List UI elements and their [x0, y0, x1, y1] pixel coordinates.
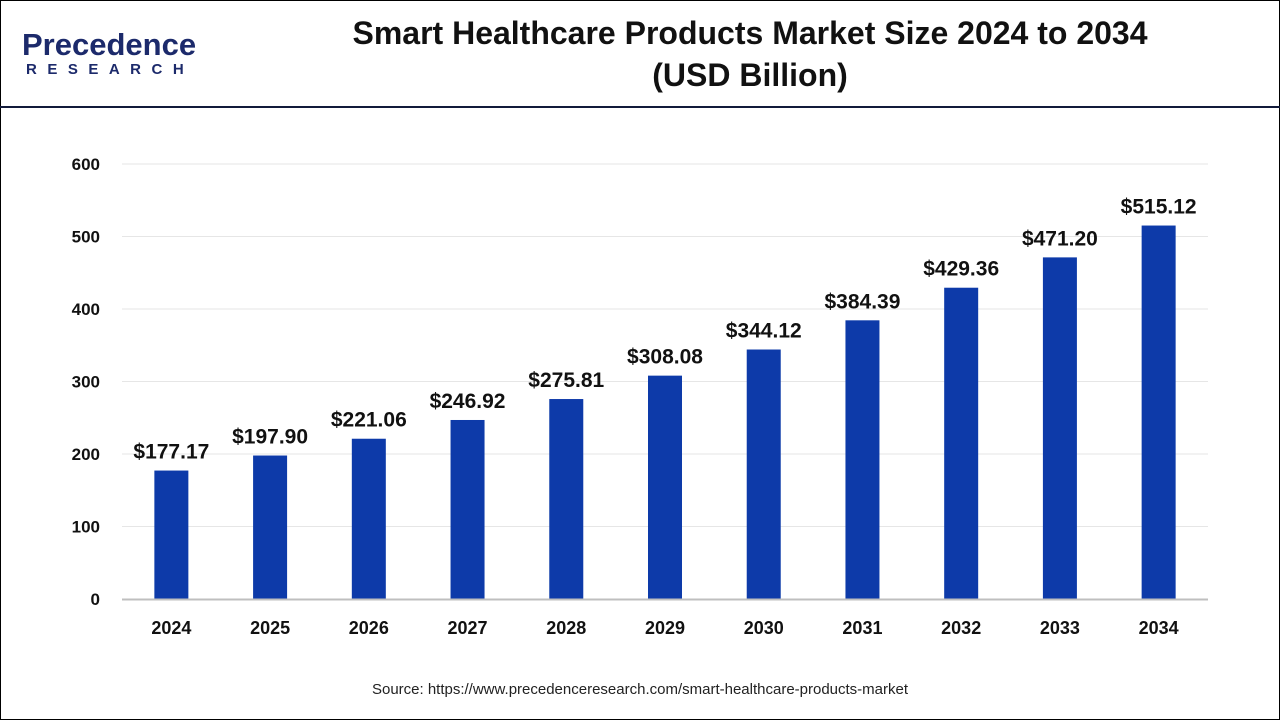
logo-line1: Precedence [22, 27, 197, 62]
bar-2030 [746, 349, 781, 599]
x-tick-label: 2026 [349, 618, 389, 638]
data-label-2029: $308.08 [627, 346, 703, 369]
source-note: Source: https://www.precedenceresearch.c… [371, 681, 909, 698]
logo-line2: RESEARCH [26, 61, 195, 78]
data-label-2025: $197.90 [232, 426, 308, 449]
bar-2025 [253, 455, 288, 599]
data-label-2034: $515.12 [1121, 196, 1197, 219]
x-tick-label: 2028 [546, 618, 586, 638]
data-label-2026: $221.06 [331, 409, 407, 432]
precedence-research-logo: Precedence RESEARCH [22, 28, 212, 83]
y-tick-label: 300 [72, 373, 100, 392]
x-tick-label: 2034 [1139, 618, 1179, 638]
bar-2031 [845, 320, 880, 599]
bar-2029 [648, 375, 682, 599]
x-tick-label: 2030 [744, 618, 784, 638]
title-line2: (USD Billion) [652, 57, 848, 93]
y-tick-label: 400 [72, 300, 100, 319]
data-label-2024: $177.17 [133, 441, 209, 464]
bar-2032 [944, 287, 979, 599]
bar-2024 [154, 470, 189, 599]
y-tick-label: 200 [72, 445, 100, 464]
data-label-2032: $429.36 [923, 258, 999, 281]
x-tick-label: 2032 [941, 618, 981, 638]
y-tick-label: 600 [72, 155, 100, 174]
header-divider [0, 106, 1280, 108]
title-line1: Smart Healthcare Products Market Size 20… [352, 15, 1148, 51]
data-label-2033: $471.20 [1022, 227, 1098, 250]
data-label-2027: $246.92 [430, 390, 506, 413]
y-tick-label: 500 [72, 228, 100, 247]
x-tick-label: 2031 [842, 618, 882, 638]
data-label-2030: $344.12 [726, 320, 802, 343]
x-tick-label: 2029 [645, 618, 685, 638]
x-tick-label: 2024 [151, 618, 191, 638]
bar-2034 [1141, 225, 1176, 599]
x-tick-label: 2033 [1040, 618, 1080, 638]
data-label-2031: $384.39 [824, 290, 900, 313]
chart-title: Smart Healthcare Products Market Size 20… [300, 12, 1200, 96]
bar-2026 [351, 438, 386, 599]
y-tick-label: 0 [91, 590, 100, 609]
bar-2033 [1042, 257, 1077, 599]
x-tick-label: 2027 [448, 618, 488, 638]
bar-2027 [450, 419, 485, 599]
x-tick-label: 2025 [250, 618, 290, 638]
data-label-2028: $275.81 [528, 369, 604, 392]
y-tick-label: 100 [72, 518, 100, 537]
bar-2028 [549, 399, 584, 599]
